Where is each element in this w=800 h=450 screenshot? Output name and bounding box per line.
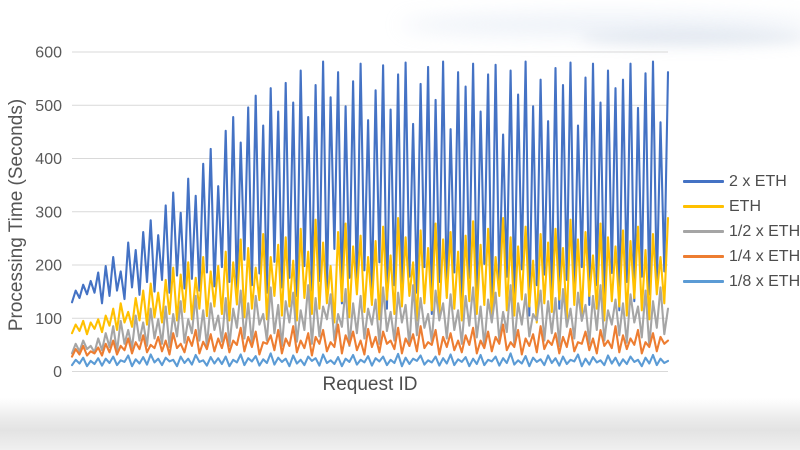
legend-item-2-x-eth: 2 x ETH — [683, 169, 800, 194]
top-blur-artifact — [400, 14, 800, 36]
legend-line-swatch — [683, 280, 724, 283]
top-blur-artifact — [580, 30, 800, 46]
legend-item-eth: ETH — [683, 194, 800, 219]
series-line-1-8-x-eth — [70, 352, 670, 368]
x-axis-title: Request ID — [322, 374, 418, 395]
legend: 2 x ETH ETH 1/2 x ETH 1/4 x ETH 1/8 x ETH — [683, 169, 800, 294]
y-tick-label: 600 — [35, 45, 62, 62]
legend-item-1-4-x-eth: 1/4 x ETH — [683, 244, 800, 269]
legend-label: ETH — [729, 197, 761, 215]
legend-line-swatch — [683, 205, 724, 208]
legend-line-swatch — [683, 255, 724, 258]
bottom-shadow — [0, 398, 800, 450]
legend-label: 2 x ETH — [729, 172, 787, 190]
series-line-1-2-x-eth — [70, 284, 670, 355]
series-line-2-x-eth — [70, 60, 670, 317]
legend-label: 1/2 x ETH — [729, 222, 800, 240]
y-tick-label: 500 — [35, 98, 62, 115]
y-tick-label: 0 — [53, 364, 62, 381]
series-line-eth — [70, 217, 670, 336]
legend-line-swatch — [683, 230, 724, 233]
y-tick-label: 100 — [35, 311, 62, 328]
legend-item-1-8-x-eth: 1/8 x ETH — [683, 269, 800, 294]
series-line-1-4-x-eth — [70, 323, 670, 358]
legend-label: 1/8 x ETH — [729, 272, 800, 290]
y-tick-label: 200 — [35, 258, 62, 275]
y-tick-label: 400 — [35, 151, 62, 168]
y-tick-label: 300 — [35, 204, 62, 221]
legend-label: 1/4 x ETH — [729, 247, 800, 265]
legend-line-swatch — [683, 180, 724, 183]
legend-item-1-2-x-eth: 1/2 x ETH — [683, 219, 800, 244]
